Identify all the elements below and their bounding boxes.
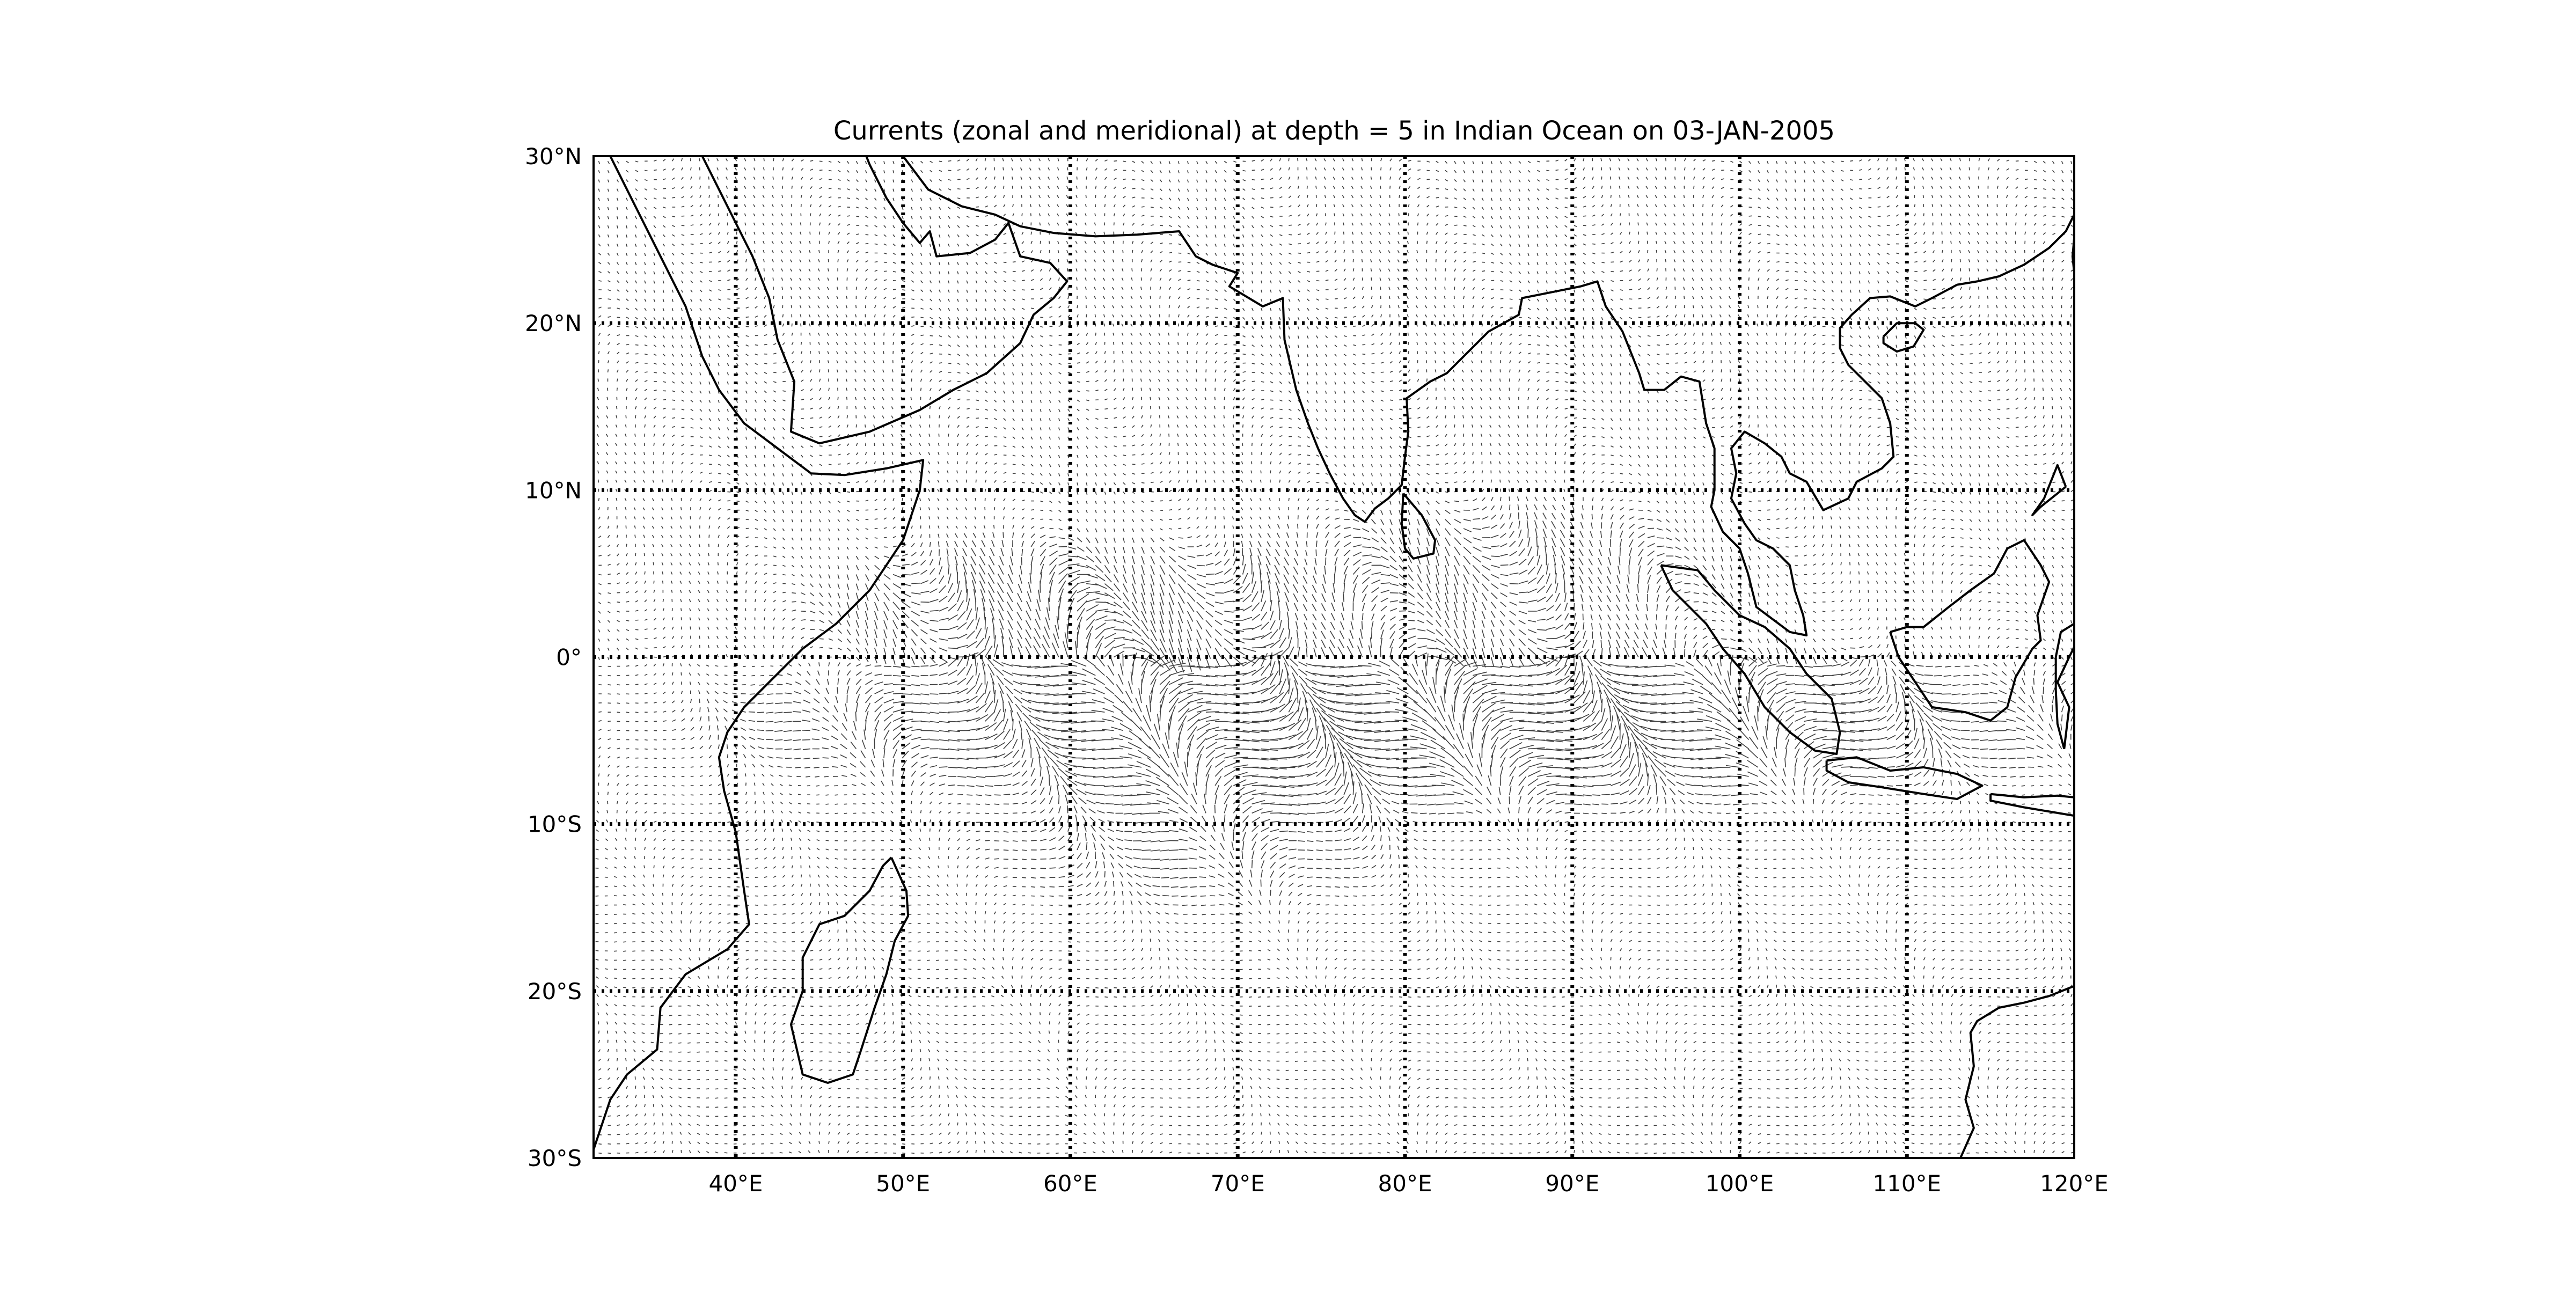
lat-tick-label: 30°S (528, 1145, 582, 1171)
madagascar-coast (789, 856, 910, 1084)
map-frame (592, 155, 2075, 1159)
coastlines (594, 156, 2074, 1158)
lat-tick-label: 0° (556, 644, 582, 671)
lon-tick-label: 110°E (1872, 1170, 1941, 1197)
sumatra-coast (1660, 564, 1841, 755)
lat-tick-label: 10°S (528, 811, 582, 838)
sulawesi-coast (2054, 622, 2074, 750)
lon-tick-label: 50°E (876, 1170, 930, 1197)
hainan-coast (1882, 322, 1925, 353)
lat-tick-label: 10°N (525, 477, 582, 503)
lon-tick-label: 40°E (708, 1170, 763, 1197)
philippines-coast (2031, 464, 2067, 516)
lon-tick-label: 90°E (1545, 1170, 1599, 1197)
sri-lanka-coast (1400, 493, 1437, 560)
borneo-coast (1889, 539, 2051, 722)
lon-tick-label: 80°E (1378, 1170, 1432, 1197)
lat-tick-label: 30°N (525, 143, 582, 170)
map-title: Currents (zonal and meridional) at depth… (833, 116, 1835, 146)
latitude-labels: 30°N 20°N 10°N 0° 10°S 20°S 30°S (525, 143, 582, 1171)
longitude-labels: 40°E 50°E 60°E 70°E 80°E 90°E 100°E 110°E 120°E (708, 1170, 2108, 1197)
lat-tick-label: 20°N (525, 310, 582, 336)
lon-tick-label: 120°E (2040, 1170, 2109, 1197)
lon-tick-label: 70°E (1211, 1170, 1265, 1197)
arabia-coast (701, 156, 1069, 445)
lesser-sunda-coast (1989, 793, 2074, 817)
lat-tick-label: 20°S (528, 978, 582, 1005)
africa-coast (594, 156, 925, 1150)
gridlines (594, 156, 2074, 1158)
lon-tick-label: 60°E (1043, 1170, 1097, 1197)
java-coast (1825, 756, 1984, 800)
persian-gulf-north-coast (902, 156, 2074, 636)
lon-tick-label: 100°E (1706, 1170, 1774, 1197)
australia-coast (1959, 985, 2074, 1158)
